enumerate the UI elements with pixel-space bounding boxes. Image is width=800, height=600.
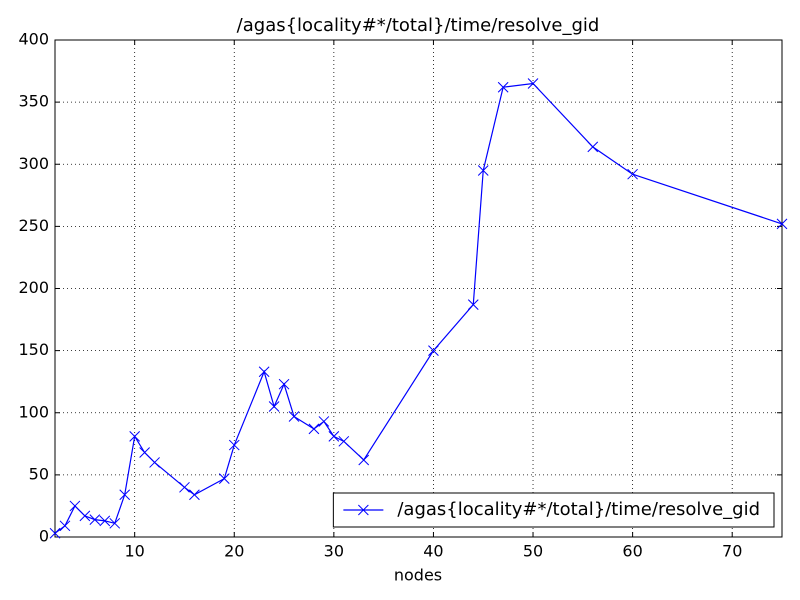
point-marker — [179, 481, 190, 493]
point-marker — [358, 454, 370, 466]
y-tick-label: 100 — [18, 402, 49, 421]
point-marker — [627, 168, 638, 180]
legend-box — [332, 492, 775, 528]
point-marker — [99, 515, 111, 527]
point-marker — [328, 431, 340, 442]
y-tick-label: 200 — [18, 278, 49, 297]
point-marker — [89, 514, 101, 525]
point-marker — [129, 431, 141, 442]
y-tick-label: 0 — [39, 527, 49, 546]
point-marker — [79, 510, 91, 522]
point-marker — [358, 504, 369, 516]
point-marker — [119, 489, 131, 501]
y-tick-label: 400 — [18, 30, 49, 49]
point-marker — [497, 81, 509, 93]
point-marker — [428, 345, 439, 356]
x-tick-label: 10 — [124, 542, 144, 561]
chart-title: /agas{locality#*/total}/time/resolve_gid — [237, 15, 600, 36]
point-marker — [776, 218, 788, 230]
y-tick-label: 350 — [18, 92, 49, 111]
point-marker — [467, 299, 479, 311]
x-tick-label: 60 — [622, 542, 642, 561]
x-tick-label: 70 — [722, 542, 742, 561]
point-marker — [268, 401, 280, 412]
legend: /agas{locality#*/total}/time/resolve_gid — [332, 492, 775, 528]
point-marker — [318, 416, 330, 427]
x-tick-label: 20 — [224, 542, 244, 561]
point-marker — [149, 457, 160, 468]
y-tick-label: 250 — [18, 216, 49, 235]
x-tick-label: 40 — [423, 542, 443, 561]
point-marker — [218, 473, 230, 484]
plot-frame — [54, 39, 783, 538]
point-marker — [477, 165, 489, 176]
y-tick-label: 300 — [18, 154, 49, 173]
point-marker — [69, 500, 81, 512]
point-marker — [139, 447, 150, 458]
point-marker — [527, 78, 539, 89]
point-marker — [59, 520, 71, 532]
point-marker — [278, 378, 290, 390]
x-tick-label: 50 — [523, 542, 543, 561]
point-marker — [109, 517, 121, 529]
point-marker — [49, 527, 61, 539]
y-tick-label: 150 — [18, 340, 49, 359]
point-marker — [228, 439, 240, 451]
x-axis-label: nodes — [394, 566, 442, 585]
data-line — [54, 82, 783, 534]
point-marker — [258, 366, 270, 378]
legend-label: /agas{locality#*/total}/time/resolve_gid — [397, 499, 760, 520]
x-tick-label: 30 — [324, 542, 344, 561]
point-marker — [587, 141, 599, 153]
point-marker — [288, 411, 300, 422]
point-marker — [308, 423, 320, 435]
point-marker — [189, 489, 200, 501]
point-marker — [338, 435, 350, 447]
y-tick-label: 50 — [29, 464, 49, 483]
